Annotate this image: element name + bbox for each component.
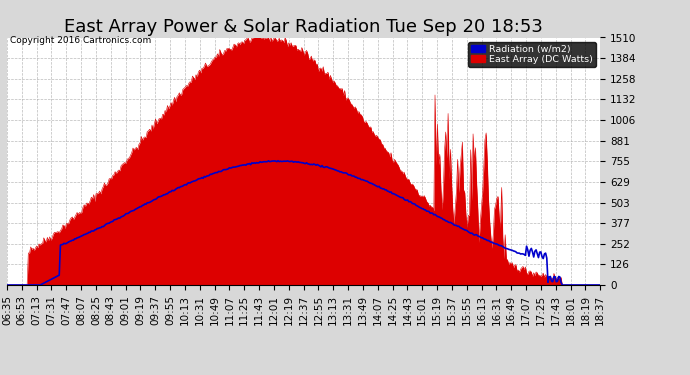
- Title: East Array Power & Solar Radiation Tue Sep 20 18:53: East Array Power & Solar Radiation Tue S…: [64, 18, 543, 36]
- Text: Copyright 2016 Cartronics.com: Copyright 2016 Cartronics.com: [10, 36, 152, 45]
- Legend: Radiation (w/m2), East Array (DC Watts): Radiation (w/m2), East Array (DC Watts): [468, 42, 595, 67]
